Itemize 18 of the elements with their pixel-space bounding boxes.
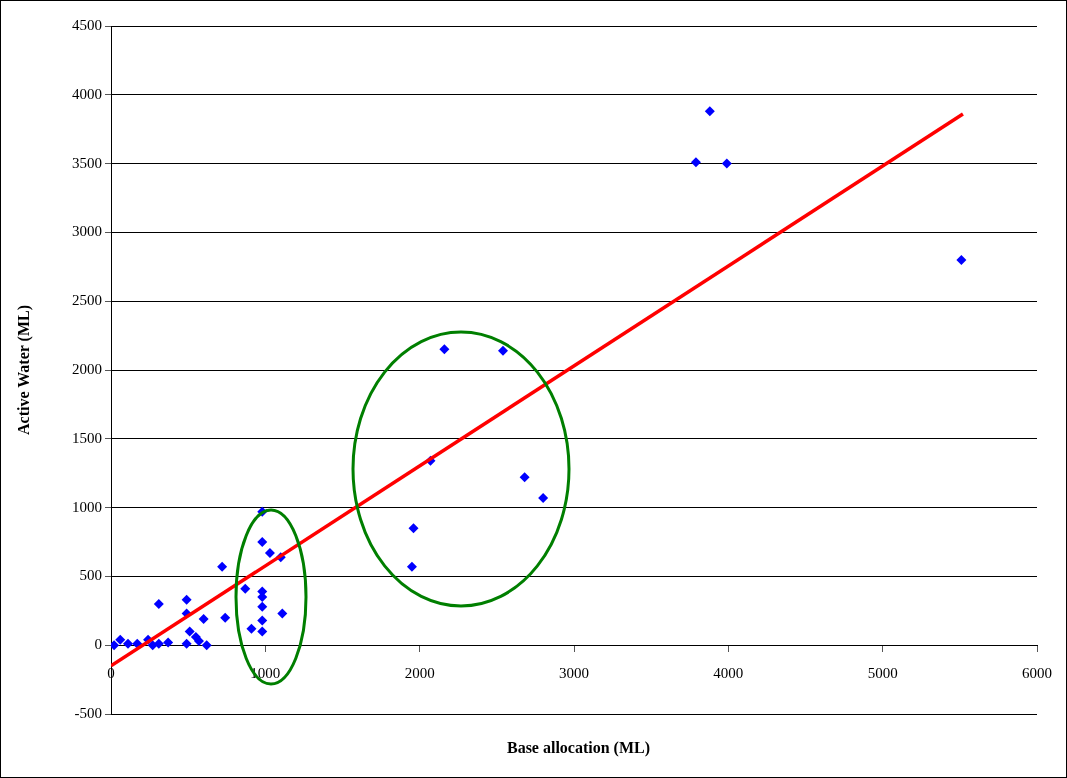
y-tick-label: 4000 (72, 85, 102, 102)
y-tick-label: 0 (94, 636, 102, 653)
y-tick-label: -500 (74, 704, 102, 721)
y-axis-title: Active Water (ML) (14, 304, 33, 436)
x-tick-label: 2000 (404, 665, 435, 682)
x-tick-label: 3000 (559, 665, 589, 682)
y-tick-label: 3000 (72, 223, 102, 240)
x-tick-label: 4000 (713, 665, 744, 682)
y-tick-label: 1000 (72, 498, 102, 515)
x-tick-label: 6000 (1022, 665, 1052, 682)
x-tick-label: 5000 (867, 665, 898, 682)
y-tick-label: 3500 (72, 154, 102, 171)
y-tick-label: 2500 (72, 292, 102, 309)
y-tick-label: 500 (79, 567, 102, 584)
x-axis-title: Base allocation (ML) (505, 739, 652, 757)
y-tick-label: 2000 (72, 360, 102, 377)
y-tick-label: 4500 (72, 16, 102, 33)
y-tick-label: 1500 (72, 429, 102, 446)
